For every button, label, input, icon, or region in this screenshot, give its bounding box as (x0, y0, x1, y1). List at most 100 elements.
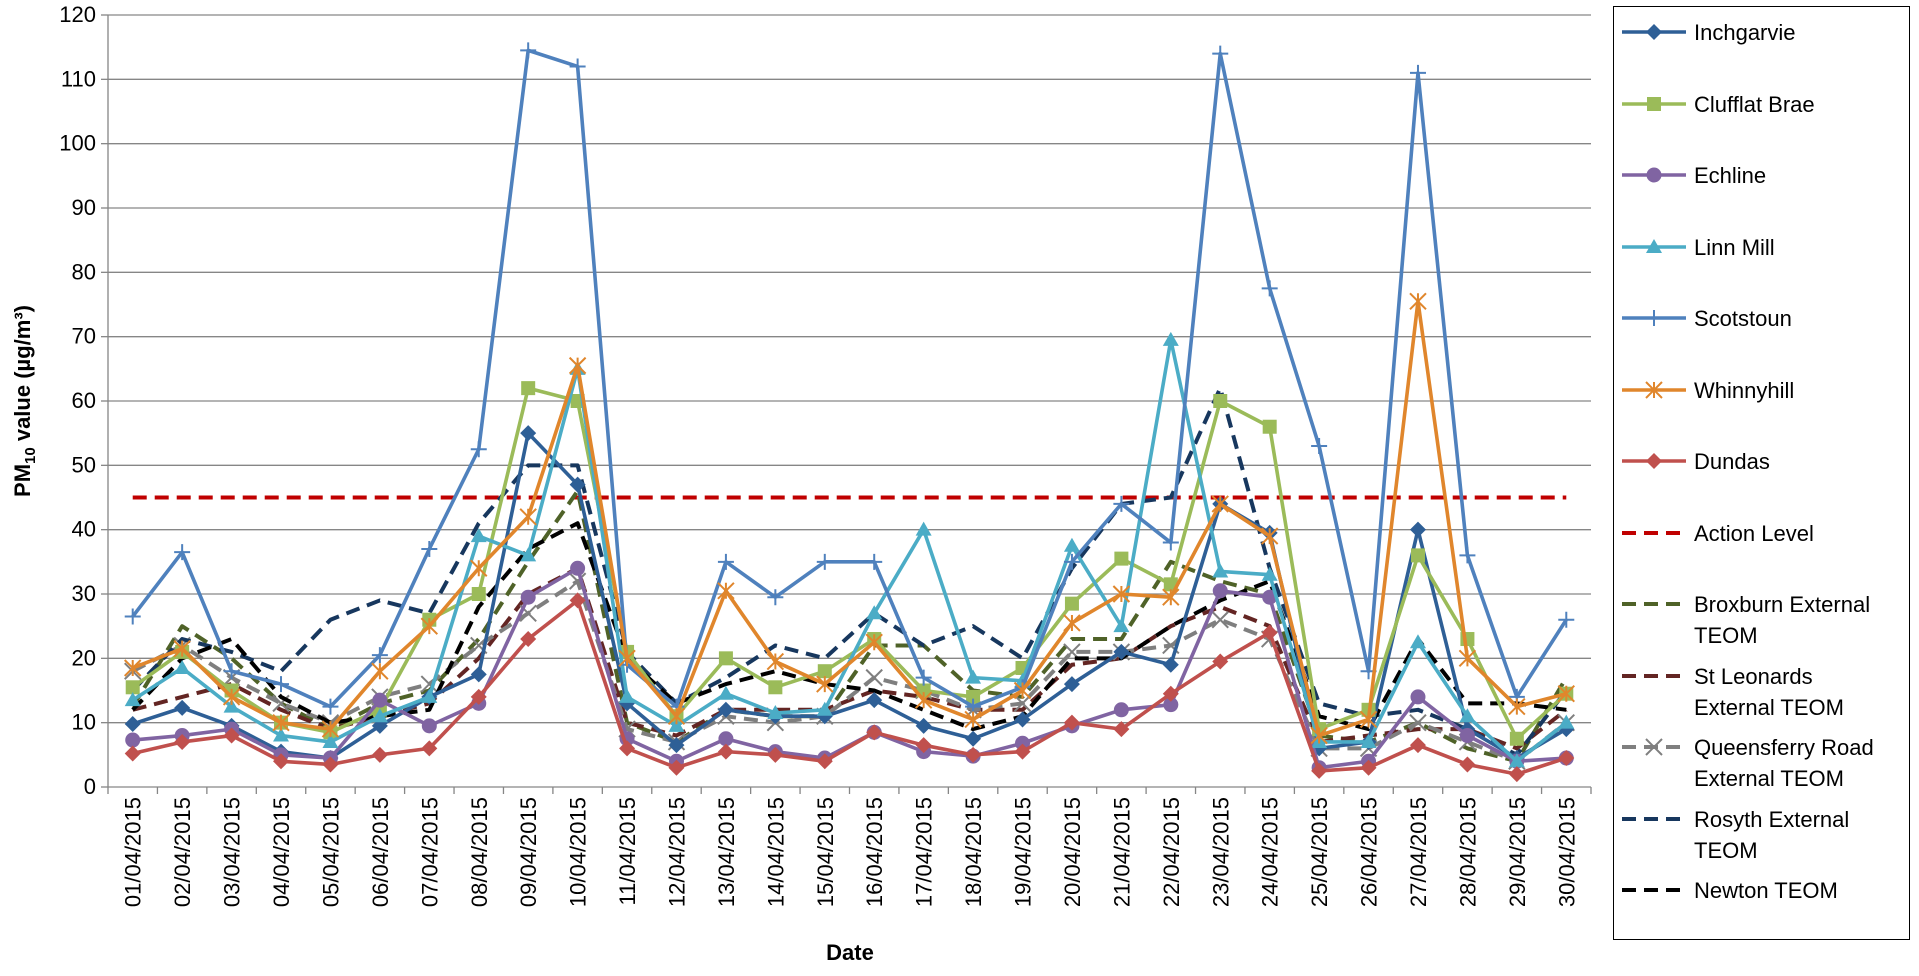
marker (569, 592, 586, 609)
y-tick-label: 0 (84, 774, 96, 799)
marker (1015, 735, 1031, 751)
legend-swatch (1622, 310, 1686, 326)
x-tick-label: 17/04/2015 (912, 797, 937, 907)
marker (966, 689, 981, 704)
x-tick-label: 14/04/2015 (763, 797, 788, 907)
marker (1557, 685, 1575, 703)
legend-label: Newton TEOM (1694, 878, 1838, 903)
legend-label: Whinnyhill (1694, 377, 1795, 403)
series-line (132, 598, 1567, 776)
legend-label: Action Level (1694, 520, 1814, 546)
marker (1359, 710, 1378, 729)
x-tick-label: 07/04/2015 (417, 797, 442, 907)
legend-item: Rosyth External TEOM (1614, 804, 1909, 876)
marker (718, 731, 734, 747)
marker (223, 698, 240, 713)
legend-label: Linn Mill (1694, 234, 1775, 260)
x-tick-label: 16/04/2015 (862, 797, 887, 907)
marker (521, 381, 536, 396)
marker (965, 669, 982, 684)
marker (1410, 689, 1426, 705)
marker (371, 708, 388, 723)
marker (520, 42, 537, 59)
y-tick-label: 120 (59, 2, 96, 27)
marker (1064, 596, 1079, 611)
marker (1646, 238, 1662, 253)
marker (866, 724, 883, 741)
marker (223, 727, 240, 744)
marker (717, 582, 735, 600)
y-tick-label: 60 (72, 388, 96, 413)
marker (718, 651, 733, 666)
legend-swatch (1622, 673, 1686, 678)
legend-swatch (1622, 530, 1686, 535)
marker (816, 553, 833, 570)
chart: PM10 value (µg/m³) Date 0102030405060708… (10, 2, 1592, 965)
marker (1114, 551, 1129, 566)
legend-label: St Leonards External TEOM (1694, 663, 1844, 720)
marker (1211, 611, 1229, 629)
marker (668, 737, 685, 754)
marker (322, 698, 339, 715)
marker (1213, 394, 1228, 408)
legend-item: Clufflat Brae (1614, 89, 1909, 161)
series-line (131, 489, 1569, 764)
marker (1459, 728, 1475, 744)
marker (174, 659, 191, 674)
marker (1212, 653, 1229, 670)
marker (619, 740, 636, 757)
legend-label: Queensferry Road External TEOM (1694, 735, 1874, 791)
marker (125, 732, 141, 748)
marker (124, 715, 141, 732)
marker (1508, 766, 1525, 783)
legend-swatch (1622, 238, 1686, 253)
marker (965, 746, 982, 763)
legend-item: Scotstoun (1614, 303, 1909, 375)
marker (1310, 726, 1328, 745)
marker (1311, 762, 1328, 779)
marker (1260, 527, 1279, 545)
marker (1162, 588, 1180, 606)
marker (866, 553, 883, 570)
marker (322, 733, 339, 748)
marker (321, 720, 340, 738)
marker (1647, 96, 1661, 111)
marker (124, 692, 141, 707)
marker (470, 441, 487, 458)
marker (965, 730, 982, 747)
marker (470, 688, 487, 705)
marker (817, 664, 832, 679)
marker (717, 701, 734, 718)
legend-label: Echline (1694, 163, 1767, 188)
marker (421, 740, 438, 757)
marker (421, 688, 438, 703)
marker (1013, 681, 1032, 700)
marker (470, 666, 487, 683)
x-tick-label: 28/04/2015 (1455, 797, 1480, 907)
marker (1360, 759, 1377, 776)
x-tick-label: 25/04/2015 (1307, 797, 1332, 907)
marker (1558, 611, 1575, 628)
marker (1261, 280, 1278, 297)
marker (866, 692, 883, 709)
marker (1410, 548, 1425, 563)
marker (1558, 750, 1575, 767)
marker (520, 589, 536, 605)
series-line (131, 386, 1568, 741)
marker (223, 663, 240, 680)
y-tick-label: 30 (72, 581, 96, 606)
legend-item: St Leonards External TEOM (1614, 661, 1909, 733)
marker (1558, 714, 1575, 729)
marker (816, 701, 833, 716)
marker (1162, 534, 1179, 551)
y-title-part: value (µg/m³) (10, 305, 35, 447)
x-tick-label: 22/04/2015 (1159, 797, 1184, 907)
marker (1508, 753, 1525, 768)
y-tick-label: 90 (72, 195, 96, 220)
x-tick-label: 11/04/2015 (615, 797, 640, 905)
marker (1113, 702, 1129, 718)
marker (1409, 737, 1426, 754)
marker (1409, 713, 1427, 732)
legend-swatch (1622, 453, 1686, 469)
x-tick-label: 29/04/2015 (1505, 797, 1530, 907)
